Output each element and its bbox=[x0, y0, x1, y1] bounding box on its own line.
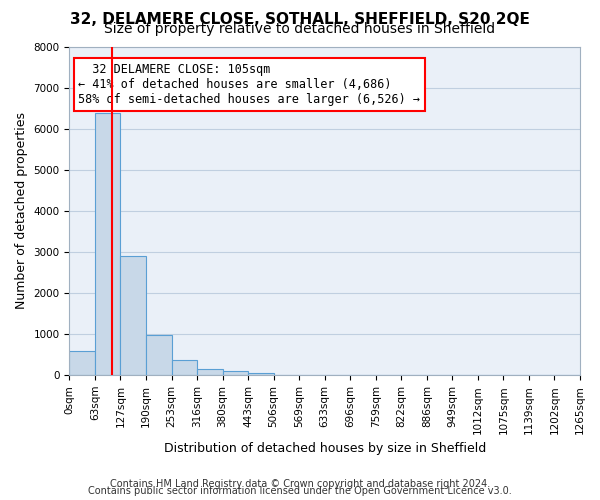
Bar bbox=[248, 373, 274, 375]
Bar bbox=[70, 352, 95, 375]
X-axis label: Distribution of detached houses by size in Sheffield: Distribution of detached houses by size … bbox=[164, 442, 486, 455]
Bar bbox=[197, 368, 223, 375]
Bar bbox=[146, 335, 172, 375]
Text: Contains public sector information licensed under the Open Government Licence v3: Contains public sector information licen… bbox=[88, 486, 512, 496]
Bar bbox=[95, 113, 121, 375]
Y-axis label: Number of detached properties: Number of detached properties bbox=[15, 112, 28, 310]
Text: Contains HM Land Registry data © Crown copyright and database right 2024.: Contains HM Land Registry data © Crown c… bbox=[110, 479, 490, 489]
Text: 32 DELAMERE CLOSE: 105sqm
← 41% of detached houses are smaller (4,686)
58% of se: 32 DELAMERE CLOSE: 105sqm ← 41% of detac… bbox=[79, 63, 421, 106]
Bar bbox=[121, 256, 146, 375]
Bar bbox=[223, 372, 248, 375]
Text: 32, DELAMERE CLOSE, SOTHALL, SHEFFIELD, S20 2QE: 32, DELAMERE CLOSE, SOTHALL, SHEFFIELD, … bbox=[70, 12, 530, 28]
Bar bbox=[172, 360, 197, 375]
Text: Size of property relative to detached houses in Sheffield: Size of property relative to detached ho… bbox=[104, 22, 496, 36]
